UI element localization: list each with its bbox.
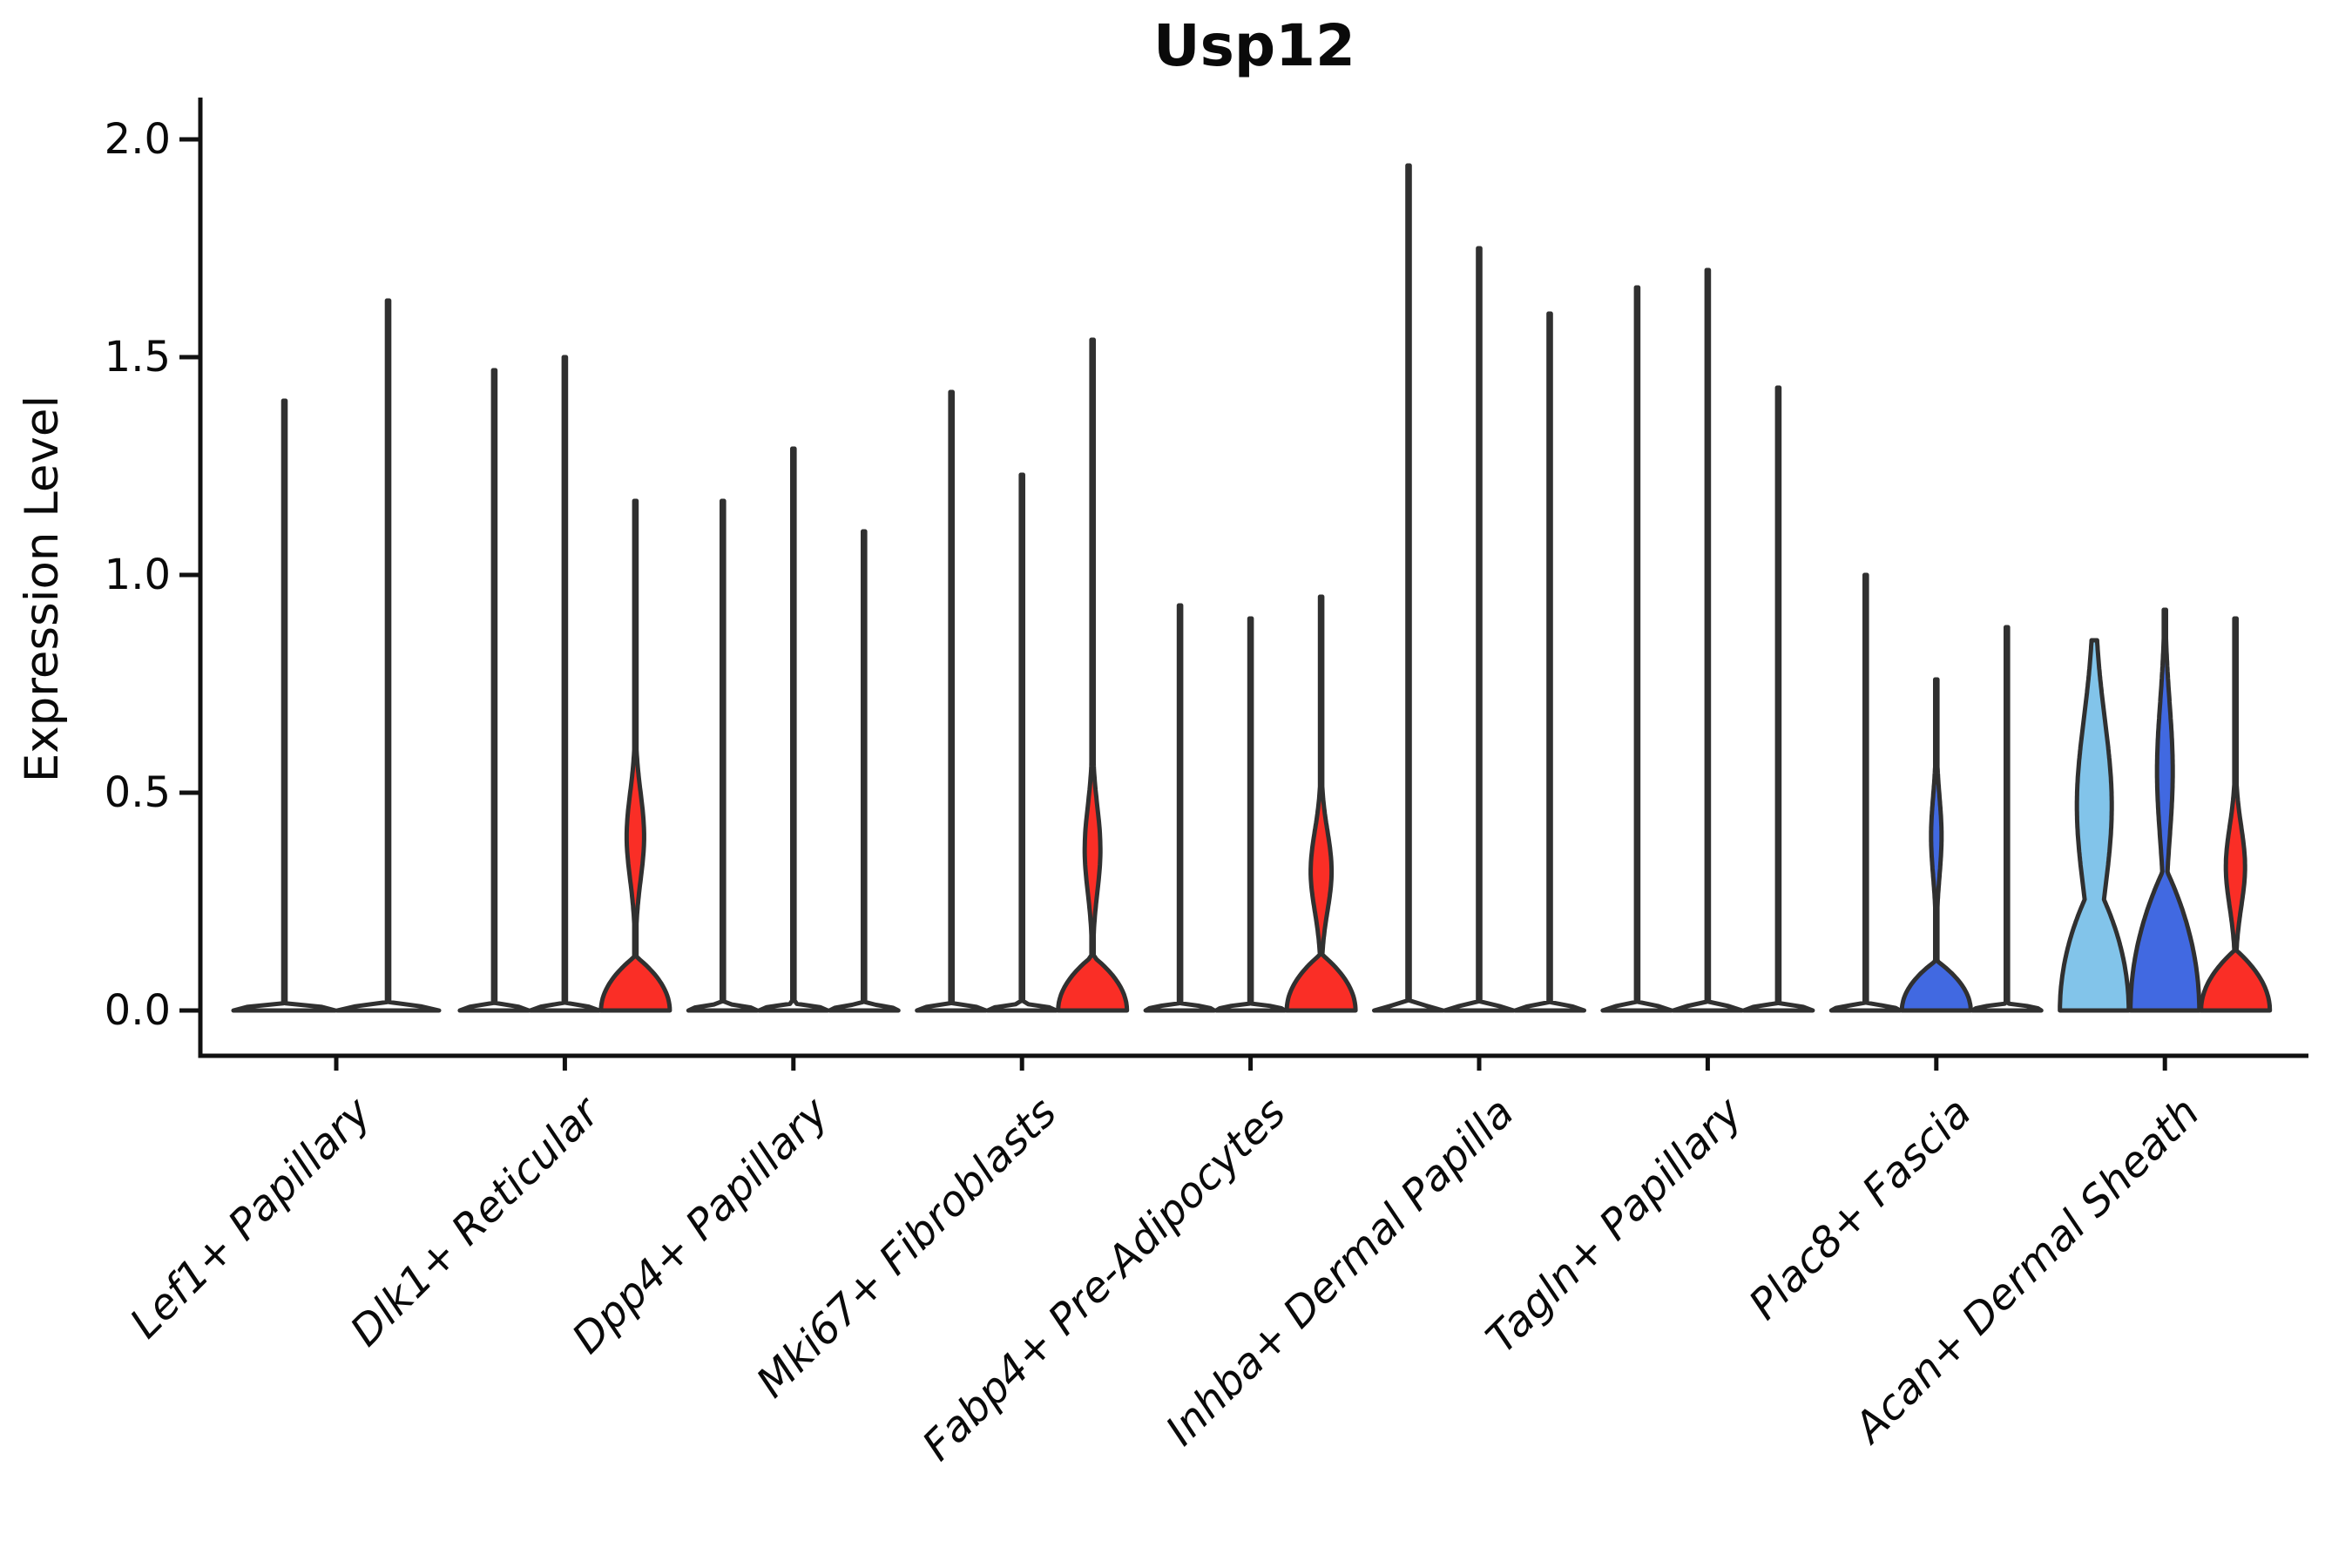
- violin-5-2: [1213, 616, 1288, 1013]
- violin-1-2: [335, 298, 442, 1013]
- violin-9-3: [2199, 616, 2273, 1013]
- violin-7-2: [1671, 267, 1745, 1013]
- y-tick-label: 0.5: [104, 768, 171, 817]
- violin-9-2: [2128, 607, 2202, 1013]
- violin-6-3: [1513, 311, 1586, 1013]
- violin-3-1: [686, 498, 760, 1013]
- y-tick-label: 1.5: [104, 333, 171, 382]
- y-tick-label: 1.0: [104, 551, 171, 599]
- violin-9-1: [2058, 638, 2132, 1013]
- violin-6-2: [1443, 246, 1516, 1013]
- violin-8-1: [1828, 572, 1903, 1013]
- chart-title: Usp12: [1153, 12, 1355, 79]
- violin-2-1: [457, 368, 531, 1013]
- violin-4-1: [915, 389, 989, 1013]
- violin-8-3: [1970, 625, 2044, 1013]
- violin-2-2: [528, 355, 602, 1013]
- violin-7-1: [1600, 285, 1674, 1013]
- violin-4-3: [1056, 337, 1130, 1013]
- violin-3-3: [827, 529, 901, 1013]
- violin-6-1: [1372, 163, 1445, 1013]
- violin-4-2: [985, 472, 1059, 1013]
- y-tick-label: 2.0: [104, 115, 171, 164]
- violin-5-1: [1143, 603, 1217, 1013]
- violin-2-3: [598, 498, 672, 1013]
- violin-8-2: [1899, 677, 1973, 1013]
- violin-7-3: [1741, 385, 1815, 1013]
- violin-1-1: [231, 398, 338, 1013]
- violin-3-2: [756, 446, 830, 1013]
- violin-5-3: [1284, 594, 1358, 1013]
- y-tick-label: 0.0: [104, 986, 171, 1035]
